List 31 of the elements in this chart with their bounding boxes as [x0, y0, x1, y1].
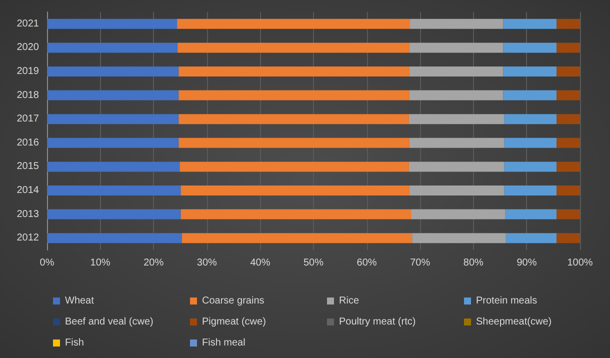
legend-label: Fish meal	[202, 338, 246, 348]
legend-label: Fish	[65, 338, 84, 348]
x-tick-label: 90%	[516, 258, 537, 268]
x-tick-label: 80%	[463, 258, 484, 268]
legend-label: Protein meals	[476, 296, 538, 306]
y-tick-label: 2018	[16, 90, 40, 101]
x-tick-label: 100%	[567, 258, 593, 268]
legend-label: Pigmeat (cwe)	[202, 316, 266, 328]
x-tick-label: 50%	[303, 258, 324, 268]
legend-label: Sheepmeat(cwe)	[476, 316, 552, 328]
legend-label: Poultry meat (rtc)	[339, 316, 416, 328]
y-tick-label: 2019	[16, 66, 40, 77]
y-tick-label: 2015	[16, 161, 40, 172]
legend-label: Wheat	[65, 296, 94, 306]
y-tick-label: 2012	[16, 232, 40, 244]
y-tick-label: 2021	[16, 18, 40, 30]
legend-label: Coarse grains	[202, 296, 264, 306]
x-tick-label: 10%	[90, 258, 110, 268]
legend-label: Rice	[339, 296, 360, 306]
x-tick-label: 70%	[410, 258, 430, 268]
x-tick-label: 60%	[356, 258, 377, 268]
y-tick-label: 2016	[16, 137, 40, 148]
x-tick-label: 40%	[250, 258, 270, 268]
x-tick-label: 20%	[144, 258, 164, 268]
x-tick-label: 30%	[196, 258, 218, 268]
y-tick-label: 2017	[16, 114, 40, 125]
y-tick-label: 2014	[16, 185, 40, 196]
x-tick-label: 0%	[40, 258, 54, 268]
legend-label: Beef and veal (cwe)	[65, 316, 154, 328]
y-tick-label: 2020	[16, 42, 40, 54]
y-tick-label: 2013	[16, 208, 40, 220]
